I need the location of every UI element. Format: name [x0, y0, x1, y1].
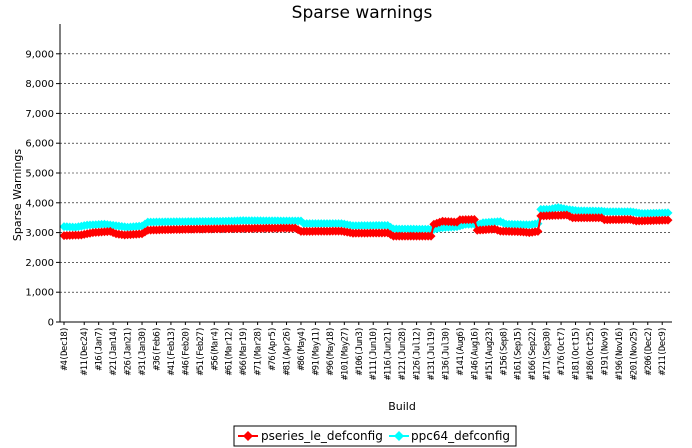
x-tick-label: #86(May4): [297, 327, 307, 370]
y-tick-label: 9,000: [25, 49, 54, 60]
x-tick-label: #91(May11): [311, 327, 321, 375]
x-tick-label: #181(Oct15): [572, 327, 582, 380]
x-tick-label: #146(Aug16): [470, 327, 480, 380]
x-tick-label: #41(Feb13): [167, 327, 177, 375]
x-tick-label: #136(Jul30): [441, 327, 451, 380]
data-point: [663, 215, 673, 225]
legend-marker-ppc64: [394, 431, 404, 441]
x-tick-label: #206(Dec2): [644, 327, 654, 375]
x-tick-label: #171(Sep30): [543, 327, 553, 380]
y-tick-label: 8,000: [25, 79, 54, 90]
y-tick-label: 0: [48, 318, 54, 329]
legend-item-pseries: pseries_le_defconfig: [238, 429, 383, 443]
x-tick-label: #156(Sep8): [499, 327, 509, 375]
x-tick-label: #76(Apr5): [268, 327, 278, 370]
x-tick-label: #21(Jan14): [109, 327, 119, 375]
y-tick-label: 3,000: [25, 228, 54, 239]
x-tick-label: #126(Jul12): [413, 327, 423, 380]
series-layer: [59, 203, 673, 241]
x-tick-label: #96(May18): [326, 327, 336, 375]
data-point: [533, 226, 543, 236]
x-tick-label: #161(Sep15): [514, 327, 524, 380]
x-tick-label: #191(Nov9): [600, 327, 610, 375]
x-tick-label: #116(Jun21): [384, 327, 394, 380]
x-axis-ticks: #4(Dec18) #11(Dec24) #16(Jan7) #21(Jan14) #2…: [60, 322, 668, 380]
x-tick-label: #46(Feb20): [181, 327, 191, 375]
x-tick-label: #11(Dec24): [80, 327, 90, 375]
y-tick-label: 1,000: [25, 288, 54, 299]
x-tick-label: #51(Feb27): [196, 327, 206, 375]
x-tick-label: #186(Oct25): [586, 327, 596, 380]
x-tick-label: #61(Mar12): [225, 327, 235, 375]
legend-item-ppc64: ppc64_defconfig: [389, 429, 510, 443]
x-tick-label: #106(Jun3): [355, 327, 365, 375]
legend-box: [233, 425, 517, 447]
y-axis-ticks: 0 1,000 2,000 3,000 4,000 5,000 6,000 7,000 8,00…: [25, 49, 60, 329]
x-tick-label: #176(Oct7): [557, 327, 567, 375]
chart-title: Sparse warnings: [292, 3, 433, 23]
x-tick-label: #131(Jul19): [427, 327, 437, 380]
y-axis-label: Sparse Warnings: [11, 149, 24, 241]
x-tick-label: #201(Nov25): [629, 327, 639, 380]
x-tick-label: #196(Nov16): [615, 327, 625, 380]
x-tick-label: #121(Jun28): [398, 327, 408, 380]
x-tick-label: #141(Aug6): [456, 327, 466, 375]
legend-label-pseries: pseries_le_defconfig: [261, 429, 383, 443]
x-axis-label: Build: [388, 400, 416, 413]
x-tick-label: #16(Jan7): [95, 327, 105, 370]
x-tick-label: #166(Sep22): [528, 327, 538, 380]
y-tick-label: 4,000: [25, 198, 54, 209]
data-point: [469, 214, 479, 224]
gridlines: [60, 53, 672, 293]
x-tick-label: #151(Aug23): [485, 327, 495, 380]
x-tick-label: #111(Jun10): [369, 327, 379, 380]
x-tick-label: #36(Feb6): [152, 327, 162, 370]
y-tick-label: 6,000: [25, 139, 54, 150]
data-point: [663, 208, 673, 218]
data-point: [426, 231, 436, 241]
y-tick-label: 5,000: [25, 169, 54, 180]
x-tick-label: #66(Mar19): [239, 327, 249, 375]
x-tick-label: #26(Jan21): [124, 327, 134, 375]
legend-marker-pseries: [243, 431, 253, 441]
x-tick-label: #4(Dec18): [60, 327, 70, 370]
legend-label-ppc64: ppc64_defconfig: [411, 429, 510, 443]
y-tick-label: 2,000: [25, 258, 54, 269]
x-tick-label: #56(Mar4): [210, 327, 220, 370]
x-tick-label: #81(Apr26): [283, 327, 293, 375]
series-pseries: [59, 210, 673, 241]
x-tick-label: #101(May27): [340, 327, 350, 380]
legend: pseries_le_defconfig ppc64_defconfig: [233, 425, 517, 447]
y-tick-label: 7,000: [25, 109, 54, 120]
x-tick-label: #211(Dec9): [658, 327, 668, 375]
x-tick-label: #31(Jan30): [138, 327, 148, 375]
x-tick-label: #71(Mar28): [254, 327, 264, 375]
